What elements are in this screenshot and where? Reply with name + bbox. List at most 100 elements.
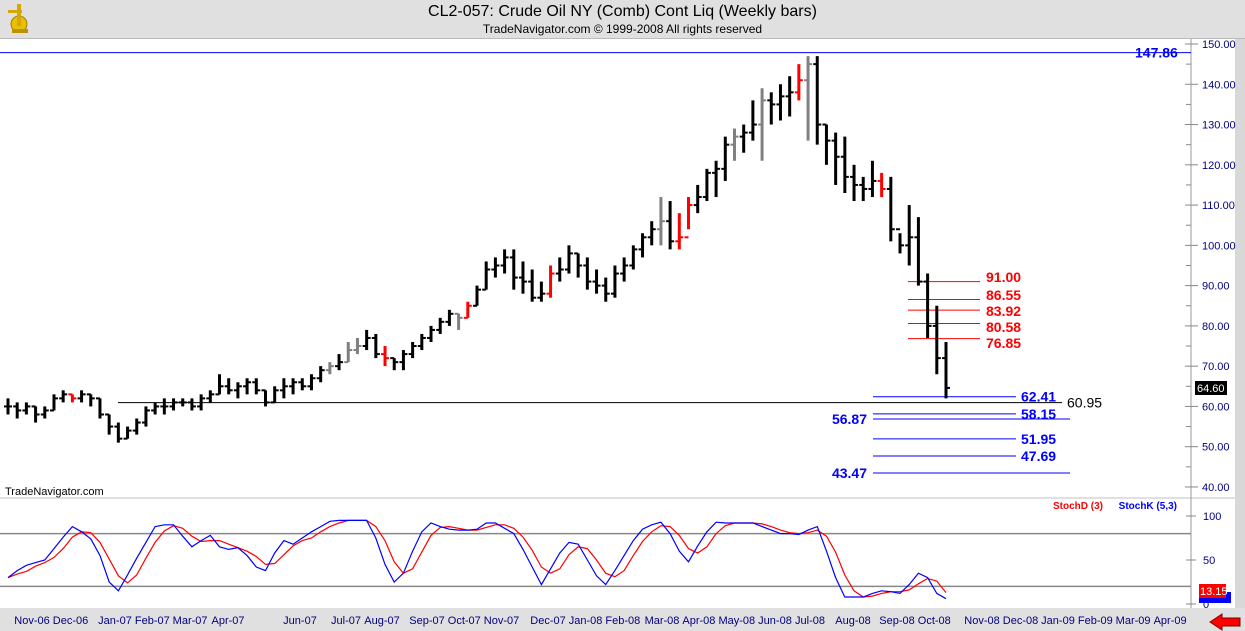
price-bar [417,333,426,351]
y-tick-label: 90.00 [1202,281,1230,293]
price-bar [785,76,794,117]
x-tick-label: Nov-06 [14,615,49,627]
x-tick-label: Feb-07 [135,615,170,627]
price-bar [307,374,316,391]
last-stoch-label: 13.15 [1200,586,1228,598]
price-bar [905,205,914,266]
x-tick-label: Dec-06 [53,615,88,627]
level-label: 58.15 [1021,406,1056,422]
price-bar [620,257,629,282]
price-bar [463,301,472,319]
price-bar [583,257,592,290]
stoch-tick-label: 0 [1203,599,1209,611]
x-tick-label: Apr-09 [1154,615,1187,627]
price-bar [794,64,803,101]
right-scrollbar[interactable] [1235,39,1245,608]
y-tick-label: 80.00 [1202,321,1230,333]
y-tick-label: 40.00 [1202,482,1230,494]
level-label: 86.55 [986,287,1021,303]
x-tick-label: Jun-08 [758,615,792,627]
stoch-panel [0,499,1235,608]
legend-stochd: StochD (3) [1053,501,1103,512]
price-bar [187,398,196,411]
x-tick-label: Jun-07 [283,615,317,627]
price-bar [767,92,776,125]
price-bar [675,213,684,250]
price-bar [178,398,187,407]
level-label: 56.87 [832,411,867,427]
price-bar [592,269,601,294]
price-bar [804,56,813,141]
stochd-line [7,519,947,598]
y-tick-label: 120.00 [1202,160,1236,172]
price-bar [4,398,12,415]
x-tick-label: Jan-09 [1041,615,1075,627]
level-label: 76.85 [986,335,1021,351]
chart-title: CL2-057: Crude Oil NY (Comb) Cont Liq (W… [428,3,817,20]
price-bar [40,406,49,419]
price-bar [13,402,22,419]
price-bar [482,261,491,291]
arrow-left-icon[interactable] [1209,613,1241,631]
price-panel [0,39,1235,497]
price-bar [390,357,399,371]
stochk-line [7,519,947,600]
price-bar [151,402,160,415]
price-bar [353,337,362,355]
x-tick-label: Aug-07 [364,615,399,627]
price-bar [335,354,344,371]
price-bar [564,245,573,274]
price-bar [95,397,104,419]
level-label: 47.69 [1021,448,1056,464]
price-bar [473,285,481,307]
price-bar [279,378,288,399]
price-bar [325,362,334,375]
price-bar [86,393,95,407]
price-bar [647,221,656,246]
price-bar [730,128,739,161]
price-bar [160,398,169,415]
price-bar [49,394,58,412]
price-bar [518,261,527,294]
y-tick-label: 140.00 [1202,79,1236,91]
last-price-box: 64.60 [1195,381,1227,395]
price-bar [684,197,693,239]
price-bar [776,84,785,121]
price-bar [914,217,923,286]
price-bar [169,398,178,411]
price-bar [942,341,950,399]
price-bar [114,422,123,443]
x-tick-label: Mar-09 [1116,615,1151,627]
x-tick-label: Feb-08 [605,615,640,627]
x-tick-label: Dec-08 [1003,615,1038,627]
price-bar [758,88,767,161]
price-bar [298,378,307,391]
x-tick-label: Dec-07 [530,615,565,627]
price-bar [261,389,270,407]
price-bar [868,160,877,198]
x-tick-label: Jul-08 [795,615,825,627]
price-bar [923,273,932,338]
price-bar [344,341,353,364]
price-bar [574,252,583,278]
watermark: TradeNavigator.com [5,486,104,498]
y-tick-label: 60.00 [1202,401,1230,413]
price-bar [813,56,822,145]
y-tick-label: 110.00 [1202,200,1235,212]
price-bar [59,390,68,403]
price-bar [500,249,509,274]
level-label: 51.95 [1021,431,1056,447]
price-bar [381,346,390,367]
price-bar [840,136,849,193]
price-bar [528,269,537,302]
price-bar [132,418,141,435]
price-bar [197,394,206,411]
chart-subtitle: TradeNavigator.com © 1999-2008 All right… [482,22,763,36]
price-bar [601,277,610,302]
price-bar [638,233,647,258]
price-bar [509,249,518,290]
y-tick-label: 150.00 [1202,39,1236,51]
x-tick-label: Aug-08 [835,615,870,627]
price-bar [215,374,224,396]
